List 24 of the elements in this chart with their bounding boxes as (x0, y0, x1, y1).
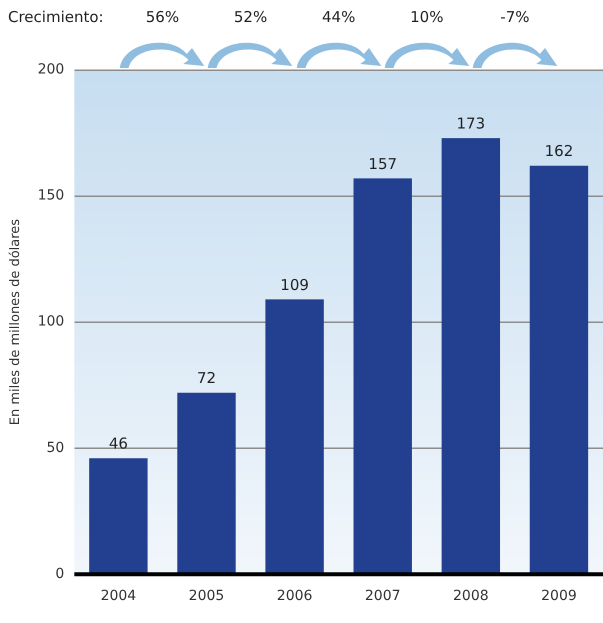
y-tick-label: 0 (55, 566, 64, 582)
x-tick-label: 2006 (276, 588, 313, 604)
data-label: 72 (196, 369, 216, 388)
x-tick-label: 2008 (453, 588, 489, 604)
y-axis-title: En miles de millones de dólares (8, 218, 24, 426)
text: 44% (322, 8, 356, 26)
y-tick-label: 100 (38, 314, 64, 330)
y-tick-label: 150 (38, 188, 64, 204)
data-label: 173 (456, 114, 486, 132)
data-label: 162 (544, 142, 574, 160)
text: -7% (500, 8, 530, 26)
text: 10% (410, 8, 444, 26)
x-tick-label: 2004 (100, 588, 136, 604)
data-label: 46 (108, 434, 128, 453)
x-tick-label: 2009 (541, 588, 577, 604)
data-label: 157 (368, 154, 398, 173)
y-tick-label: 200 (38, 62, 64, 78)
x-tick-label: 2007 (364, 588, 401, 604)
text: 52% (234, 8, 268, 26)
text: 56% (146, 8, 180, 26)
data-label: 109 (280, 276, 309, 294)
y-tick-label: 50 (46, 440, 64, 456)
x-tick-label: 2005 (188, 588, 224, 604)
text: Crecimiento: (8, 8, 104, 26)
